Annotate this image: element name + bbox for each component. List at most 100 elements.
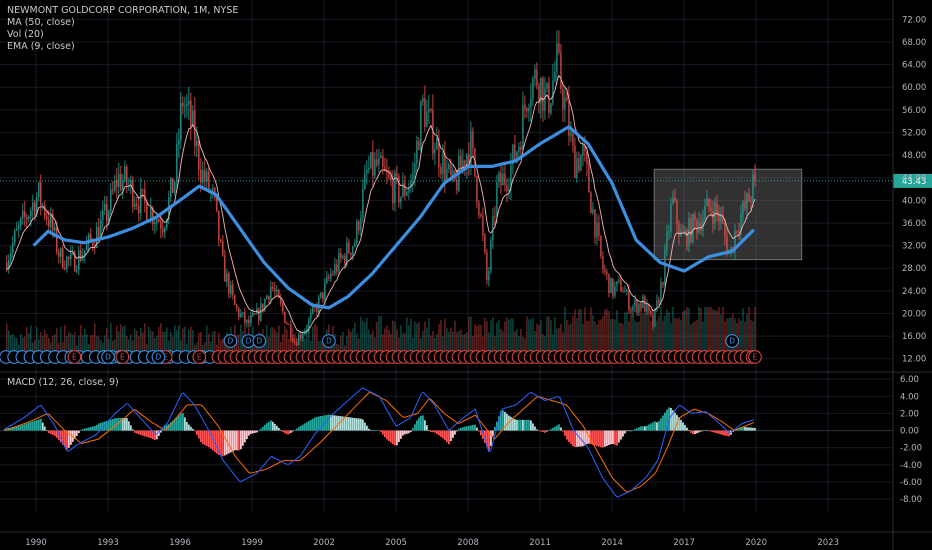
macd-histogram-bar (452, 430, 454, 438)
macd-histogram-bar (315, 417, 318, 431)
volume-bar (396, 329, 398, 352)
macd-histogram-bar (119, 417, 122, 431)
macd-histogram-bar (472, 425, 474, 431)
macd-histogram-bar (25, 423, 28, 431)
volume-bar (310, 340, 312, 352)
macd-histogram-bar (470, 425, 472, 431)
macd-histogram-bar (273, 423, 276, 431)
ma-legend[interactable]: MA (50, close) (7, 17, 75, 28)
macd-histogram-bar (361, 419, 364, 431)
volume-bar (664, 315, 666, 352)
volume-bar (374, 337, 376, 352)
macd-histogram-bar (706, 430, 708, 431)
volume-bar (642, 313, 644, 352)
candle-body (182, 103, 184, 107)
volume-bar (486, 321, 488, 352)
volume-bar (700, 308, 702, 352)
event-badge-letter: E (197, 353, 202, 362)
volume-bar (512, 318, 514, 352)
macd-histogram-bar (381, 430, 384, 435)
macd-histogram-bar (31, 421, 34, 431)
macd-histogram-bar (660, 418, 662, 431)
volume-bar (152, 331, 154, 352)
macd-histogram-bar (191, 428, 194, 431)
candle-body (250, 315, 252, 324)
volume-bar (330, 344, 332, 352)
volume-bar (644, 307, 646, 352)
candle-body (216, 197, 218, 211)
volume-bar (138, 336, 140, 352)
macd-histogram-bar (387, 430, 390, 441)
candle-body (652, 314, 654, 327)
macd-histogram-bar (21, 424, 24, 431)
volume-bar (388, 329, 390, 352)
candle-body (572, 133, 574, 146)
macd-histogram-bar (429, 430, 432, 433)
candle-body (316, 306, 318, 313)
volume-bar (714, 309, 716, 352)
volume-bar (202, 345, 204, 352)
candle-body (220, 239, 222, 242)
macd-histogram-bar (395, 430, 398, 446)
macd-histogram-bar (534, 426, 536, 431)
price-tick-label: 44.00 (902, 174, 926, 184)
volume-bar (716, 310, 718, 352)
volume-bar (348, 328, 350, 352)
macd-histogram-bar (466, 426, 468, 431)
volume-bar (566, 320, 568, 352)
macd-histogram-bar (526, 419, 528, 431)
candle-body (462, 160, 464, 169)
macd-histogram-bar (698, 430, 700, 433)
event-badge-circle (192, 350, 207, 364)
macd-histogram-bar (456, 430, 458, 432)
volume-bar (84, 329, 86, 352)
volume-bar (194, 344, 196, 352)
volume-bar (68, 331, 70, 352)
volume-bar (638, 321, 640, 352)
volume-bar (690, 324, 692, 352)
volume-bar (498, 320, 500, 352)
macd-histogram-bar (664, 412, 666, 431)
macd-histogram-bar (185, 421, 188, 431)
time-tick-label: 2014 (601, 538, 623, 548)
volume-bar (372, 330, 374, 352)
candle-body (118, 173, 120, 188)
candle-body (692, 213, 694, 242)
macd-histogram-bar (207, 430, 210, 448)
macd-histogram-bar (560, 427, 562, 431)
volume-bar (500, 329, 502, 352)
volume-bar (686, 307, 688, 352)
candle-body (566, 97, 568, 102)
macd-histogram-bar (437, 430, 440, 436)
candle-body (586, 151, 588, 165)
macd-legend[interactable]: MACD (12, 26, close, 9) (7, 377, 119, 388)
ema-legend[interactable]: EMA (9, close) (7, 41, 75, 52)
volume-bar (70, 333, 72, 352)
macd-histogram-bar (217, 430, 220, 455)
symbol-title[interactable]: NEWMONT GOLDCORP CORPORATION, 1M, NYSE (7, 5, 239, 16)
candle-body (356, 221, 358, 243)
vol-legend[interactable]: Vol (20) (7, 29, 44, 40)
candle-body (602, 255, 604, 270)
volume-bar (344, 345, 346, 352)
volume-bar (290, 337, 292, 352)
macd-histogram-bar (13, 426, 16, 431)
candle-body (272, 286, 274, 289)
volume-bar (508, 319, 510, 352)
macd-histogram-bar (137, 430, 140, 435)
candle-body (746, 193, 748, 209)
candle-body (742, 201, 744, 215)
volume-bar (446, 328, 448, 352)
candle-body (544, 88, 546, 111)
event-badges[interactable]: DDDEEEEDDEDDDDD (0, 334, 762, 364)
volume-bar (180, 340, 182, 352)
macd-histogram-bar (215, 430, 218, 454)
macd-histogram-bar (157, 430, 160, 436)
candle-body (68, 256, 70, 259)
macd-histogram-bar (522, 419, 524, 431)
macd-histogram-bar (249, 430, 252, 434)
candle-body (554, 72, 556, 81)
range-rectangle[interactable] (653, 168, 803, 261)
volume-bar (604, 309, 606, 352)
